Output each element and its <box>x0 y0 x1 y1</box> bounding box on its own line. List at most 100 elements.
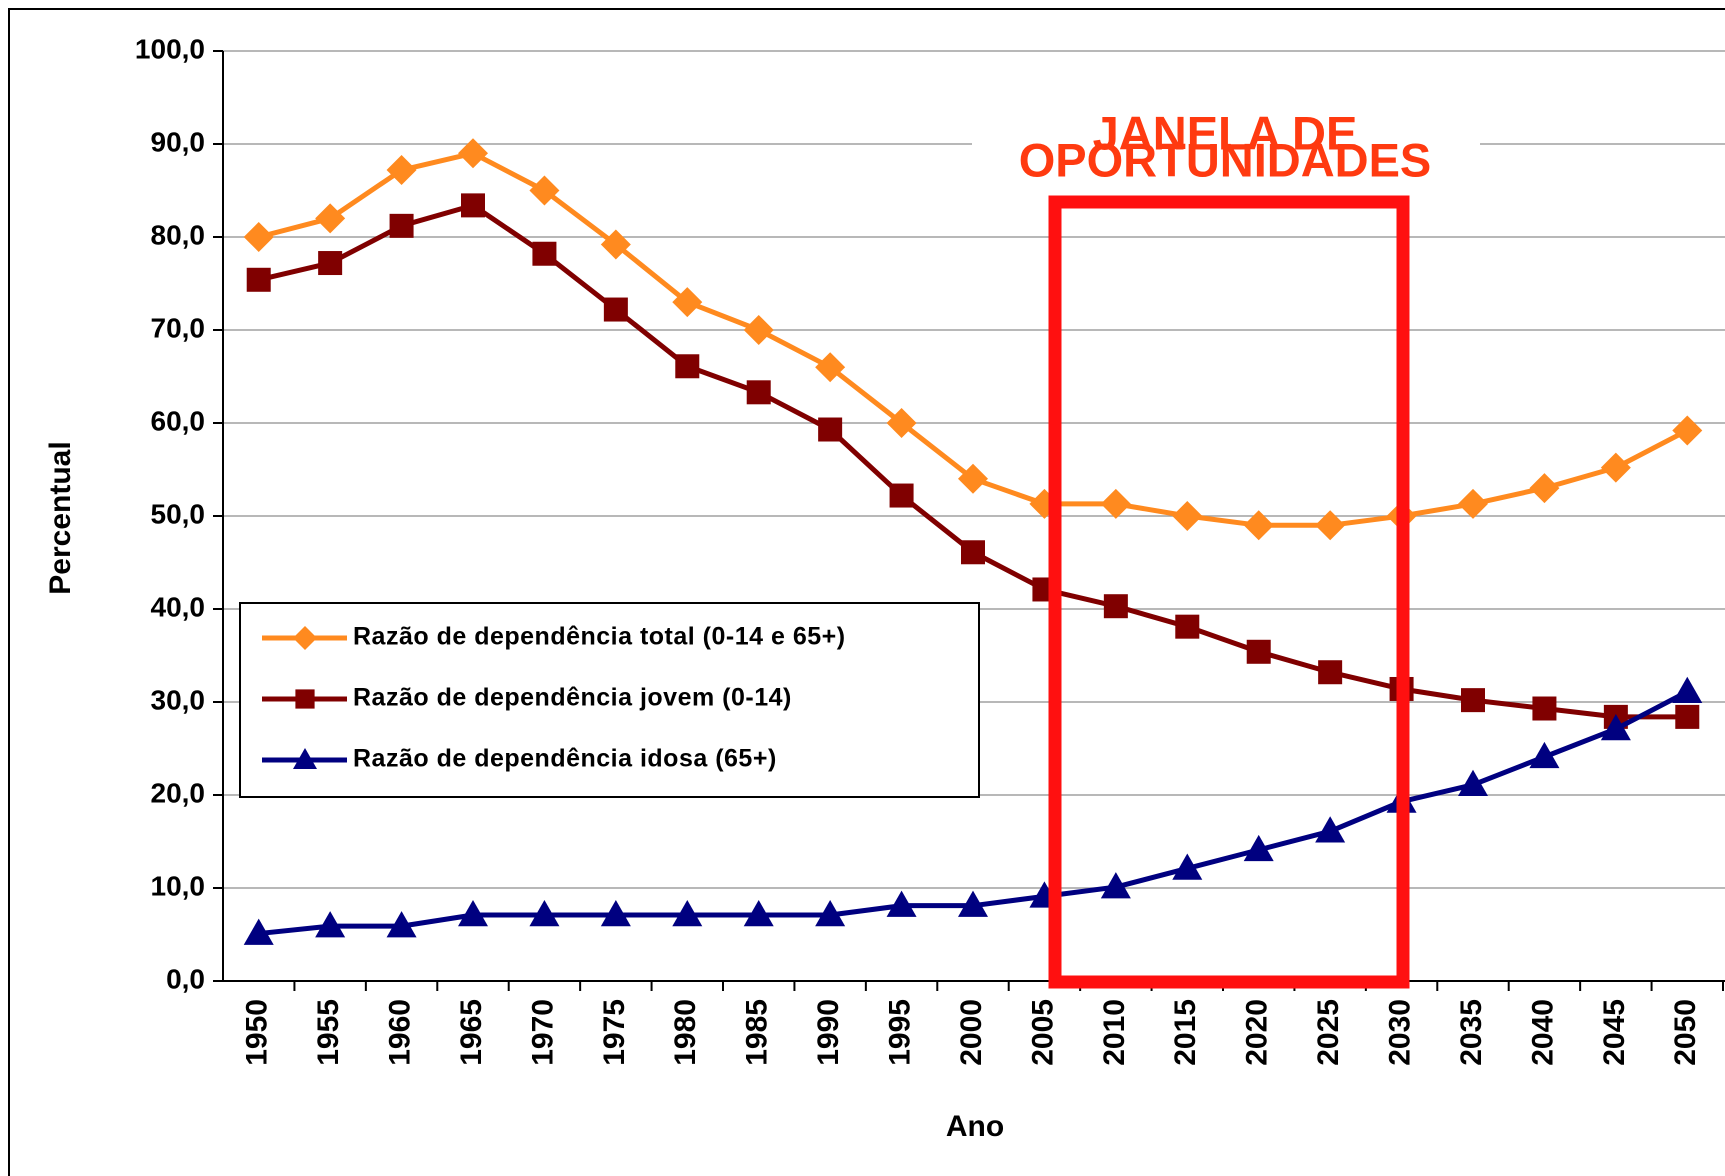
x-tick-label: 2050 <box>1669 999 1702 1066</box>
x-tick-label: 1965 <box>455 999 488 1066</box>
marker <box>1100 488 1131 519</box>
marker <box>961 540 985 565</box>
marker <box>1243 834 1274 862</box>
marker <box>1172 501 1203 531</box>
marker <box>243 222 274 252</box>
y-tick-label: 90,0 <box>151 126 206 157</box>
marker <box>815 352 846 383</box>
marker <box>600 229 631 260</box>
marker <box>818 417 843 442</box>
x-tick-label: 1955 <box>312 999 345 1066</box>
y-tick-label: 60,0 <box>151 405 206 436</box>
x-tick-label: 2035 <box>1455 999 1488 1066</box>
x-tick-label: 1980 <box>669 999 702 1066</box>
y-axis-label: Percentual <box>44 441 77 594</box>
y-tick-label: 70,0 <box>151 312 206 343</box>
y-tick-label: 0,0 <box>166 963 205 994</box>
marker <box>1318 660 1343 685</box>
marker <box>600 899 631 927</box>
marker <box>886 408 917 438</box>
marker <box>295 689 315 709</box>
x-tick-label: 1995 <box>883 999 916 1066</box>
legend-label: Razão de dependência total (0-14 e 65+) <box>353 623 846 651</box>
marker <box>458 899 488 927</box>
x-tick-label: 2025 <box>1312 999 1345 1066</box>
marker <box>386 155 417 186</box>
marker <box>246 267 271 292</box>
axes: 0,0 10,0 20,0 30,0 40,0 50,0 60,0 70,0 80,0 90,0 1… <box>135 33 1725 1066</box>
marker <box>1600 713 1631 741</box>
legend: Razão de dependência total (0-14 e 65+) R… <box>239 602 980 798</box>
marker <box>386 911 417 938</box>
marker <box>1672 676 1703 704</box>
annotation-bg <box>972 107 1480 192</box>
x-tick-label: 1975 <box>598 999 631 1066</box>
marker <box>1461 688 1485 713</box>
marker <box>1532 696 1557 721</box>
marker <box>315 203 346 234</box>
x-tick-label: 2040 <box>1526 999 1559 1066</box>
marker <box>1172 853 1203 880</box>
marker <box>243 918 274 945</box>
x-tick-label: 2010 <box>1098 999 1131 1066</box>
y-tick-label: 100,0 <box>135 33 205 64</box>
marker <box>1458 488 1488 519</box>
x-tick-label: 1970 <box>526 999 559 1066</box>
marker <box>675 354 700 379</box>
marker <box>743 899 774 927</box>
window-box <box>1048 195 1410 989</box>
marker <box>315 911 346 938</box>
marker <box>1315 816 1346 843</box>
annotation: JANELA DE <box>1093 106 1358 159</box>
marker <box>815 899 846 927</box>
marker <box>1243 510 1274 541</box>
x-tick-label: 1960 <box>383 999 416 1066</box>
x-tick-label: 1985 <box>741 999 774 1066</box>
marker <box>293 626 317 650</box>
y-tick-label: 40,0 <box>151 591 206 622</box>
marker <box>389 213 414 238</box>
marker <box>886 890 917 917</box>
marker <box>458 138 488 169</box>
legend-label: Razão de dependência idosa (65+) <box>353 745 777 773</box>
marker <box>672 899 703 927</box>
marker <box>889 483 914 508</box>
marker <box>958 463 988 494</box>
marker <box>1246 639 1271 664</box>
marker <box>318 251 343 276</box>
y-tick-label: 80,0 <box>151 219 206 250</box>
marker <box>529 899 560 927</box>
marker <box>1672 415 1703 446</box>
y-tick-label: 30,0 <box>151 684 206 715</box>
marker <box>532 241 557 266</box>
x-tick-label: 2045 <box>1598 999 1631 1066</box>
x-tick-label: 2015 <box>1169 999 1202 1066</box>
x-tick-label: 2030 <box>1383 999 1416 1066</box>
marker <box>461 193 485 218</box>
marker <box>293 748 317 769</box>
annotation: OPORTUNIDADES <box>1019 133 1432 186</box>
y-tick-label: 50,0 <box>151 498 206 529</box>
marker <box>746 380 771 405</box>
x-axis-label: Ano <box>946 1110 1004 1143</box>
marker <box>1100 872 1131 899</box>
marker <box>1175 614 1200 639</box>
marker <box>672 287 703 318</box>
legend-box <box>239 602 980 798</box>
marker <box>1675 704 1700 729</box>
marker <box>1458 769 1488 797</box>
marker <box>1600 452 1631 483</box>
x-tick-label: 2000 <box>955 999 988 1066</box>
marker <box>1103 594 1128 619</box>
marker <box>529 175 560 206</box>
marker <box>1529 741 1560 769</box>
x-tick-label: 2005 <box>1026 999 1059 1066</box>
marker <box>603 297 628 322</box>
x-tick-label: 1950 <box>241 999 274 1066</box>
y-tick-label: 10,0 <box>151 870 206 901</box>
marker <box>1315 510 1346 541</box>
x-tick-label: 2020 <box>1241 999 1274 1066</box>
y-tick-label: 20,0 <box>151 777 206 808</box>
marker <box>958 890 988 917</box>
